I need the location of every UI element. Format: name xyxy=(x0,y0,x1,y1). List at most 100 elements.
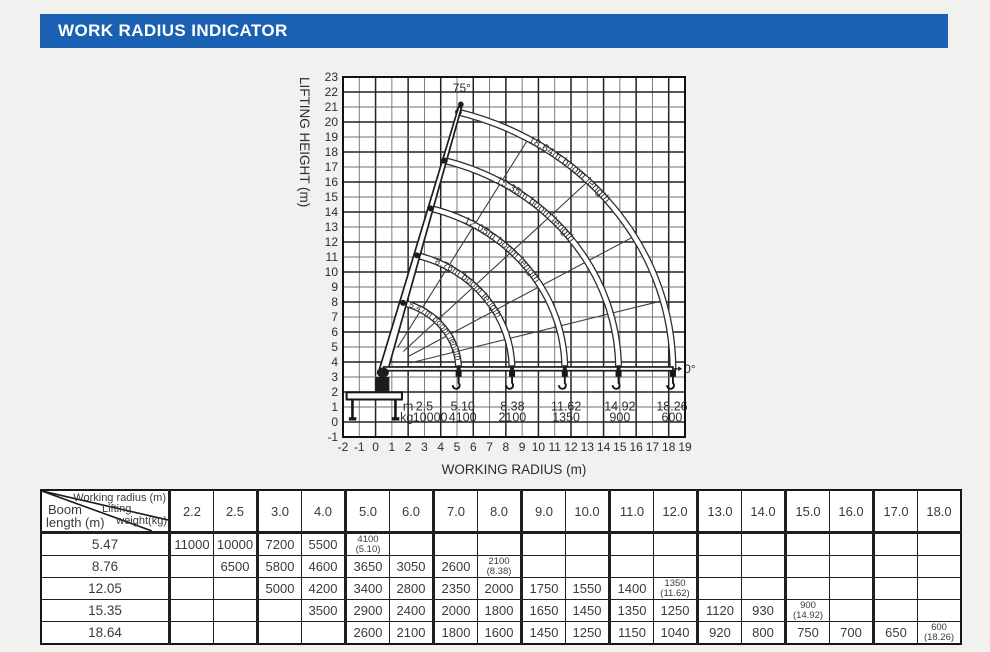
capacity-cell xyxy=(213,599,258,622)
boom-section-mark xyxy=(616,365,621,373)
y-tick-label: 13 xyxy=(325,220,339,234)
max-angle-label: 75° xyxy=(453,81,471,95)
y-tick-label: 23 xyxy=(325,70,339,84)
y-tick-label: -1 xyxy=(327,430,338,444)
capacity-cell xyxy=(168,599,214,622)
capacity-cell xyxy=(829,532,874,556)
boom-length-cell: 15.35 xyxy=(40,599,171,622)
capacity-cell xyxy=(168,621,214,645)
scale-radius-value: 11.62 xyxy=(551,399,581,413)
capacity-cell xyxy=(784,555,830,578)
capacity-cell xyxy=(301,621,346,645)
y-tick-label: 15 xyxy=(325,190,339,204)
boom-section-mark xyxy=(400,299,407,306)
boom-section-mark xyxy=(562,365,567,373)
capacity-cell xyxy=(653,532,698,556)
radius-column-header: 11.0 xyxy=(608,489,654,534)
capacity-cell xyxy=(168,577,214,600)
y-tick-label: 9 xyxy=(331,280,338,294)
boom-length-cell: 12.05 xyxy=(40,577,171,600)
capacity-cell xyxy=(917,577,962,600)
x-tick-label: 7 xyxy=(486,440,493,454)
capacity-cell: 5500 xyxy=(301,532,346,556)
load-capacity-table-area: Working radius (m) Lifting weight(kg) Bo… xyxy=(40,489,962,645)
capacity-cell xyxy=(520,555,566,578)
x-tick-label: 11 xyxy=(548,440,561,454)
truck-chassis xyxy=(345,391,403,401)
y-tick-label: 0 xyxy=(331,415,338,429)
table-row: 18.64 2600 2100 1800 1600 1450 1250 1150 1040 920… xyxy=(40,621,962,645)
boom-angle-line xyxy=(407,235,635,358)
capacity-cell: 1350 (11.62) xyxy=(653,577,698,600)
scale-load-value: 4100 xyxy=(449,410,477,424)
hook-icon xyxy=(558,376,567,390)
capacity-cell: 3400 xyxy=(344,577,390,600)
boom-arc-band xyxy=(458,110,676,370)
page-title: WORK RADIUS INDICATOR xyxy=(58,21,288,40)
capacity-cell xyxy=(741,555,786,578)
y-tick-label: 16 xyxy=(325,175,339,189)
capacity-cell: 750 xyxy=(784,621,830,645)
boom-length-cell: 18.64 xyxy=(40,621,171,645)
capacity-cell xyxy=(520,532,566,556)
radius-column-header: 17.0 xyxy=(872,489,918,534)
capacity-cell xyxy=(829,577,874,600)
y-tick-label: 7 xyxy=(331,310,338,324)
corner-length-label: length (m) xyxy=(46,515,105,530)
crane-column xyxy=(375,377,390,393)
hook-block xyxy=(509,370,516,377)
x-tick-label: 19 xyxy=(678,440,692,454)
capacity-cell xyxy=(917,532,962,556)
radius-column-header: 5.0 xyxy=(344,489,390,534)
hook-block xyxy=(615,370,622,377)
radius-column-header: 14.0 xyxy=(741,489,786,534)
scale-kg-label: kg xyxy=(400,410,413,424)
capacity-cell xyxy=(917,599,962,622)
capacity-cell: 1800 xyxy=(432,621,478,645)
table-row: 12.05 5000 4200 3400 2800 2350 2000 1750 1550 140… xyxy=(40,577,962,600)
hook-icon xyxy=(666,376,675,390)
capacity-cell: 2400 xyxy=(389,599,434,622)
y-tick-label: 18 xyxy=(325,145,339,159)
capacity-cell: 1750 xyxy=(520,577,566,600)
boom-tip-pulley xyxy=(458,101,464,108)
y-tick-label: 4 xyxy=(331,355,338,369)
capacity-cell: 600 (18.26) xyxy=(917,621,962,645)
corner-working-radius-label: Working radius (m) xyxy=(73,492,166,504)
table-row: 8.76 6500 5800 4600 3650 3050 2600 2100 (8.38) xyxy=(40,555,962,578)
capacity-cell xyxy=(653,555,698,578)
x-tick-label: 1 xyxy=(389,440,396,454)
radius-column-header: 6.0 xyxy=(389,489,434,534)
y-tick-label: 1 xyxy=(331,400,338,414)
hook-icon xyxy=(451,376,461,390)
capacity-cell xyxy=(256,621,302,645)
scale-radius-value: 18.26 xyxy=(656,399,687,413)
capacity-cell xyxy=(741,532,786,556)
radius-column-header: 2.5 xyxy=(213,489,258,534)
capacity-cell: 1800 xyxy=(477,599,522,622)
capacity-cell: 5000 xyxy=(256,577,302,600)
radius-column-header: 12.0 xyxy=(653,489,698,534)
capacity-cell: 920 xyxy=(696,621,742,645)
y-tick-label: 17 xyxy=(325,160,339,174)
outrigger-pad xyxy=(391,417,400,421)
boom-section-mark xyxy=(441,157,448,164)
capacity-cell: 1550 xyxy=(565,577,610,600)
radius-column-header: 8.0 xyxy=(477,489,522,534)
capacity-cell: 6500 xyxy=(213,555,258,578)
boom-pivot xyxy=(376,367,389,378)
scale-load-value: 900 xyxy=(609,410,630,424)
capacity-cell: 700 xyxy=(829,621,874,645)
capacity-cell: 800 xyxy=(741,621,786,645)
capacity-cell xyxy=(696,532,742,556)
capacity-cell xyxy=(432,532,478,556)
capacity-cell: 900 (14.92) xyxy=(784,599,830,622)
capacity-cell xyxy=(608,532,654,556)
load-capacity-table: Working radius (m) Lifting weight(kg) Bo… xyxy=(40,489,962,645)
corner-lifting-label: Lifting xyxy=(102,503,132,515)
y-tick-label: 3 xyxy=(331,370,338,384)
capacity-cell: 2900 xyxy=(344,599,390,622)
hook-block xyxy=(455,370,462,377)
capacity-cell xyxy=(741,577,786,600)
